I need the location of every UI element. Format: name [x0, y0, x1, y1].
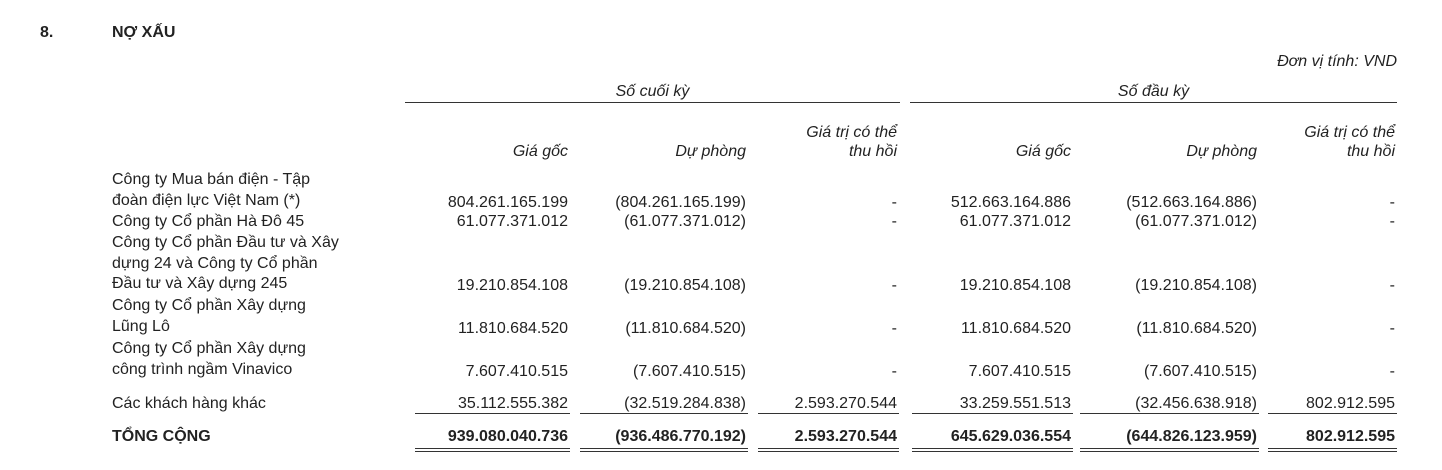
cell-value: 804.261.165.199 [447, 193, 568, 211]
cell-value: - [891, 193, 897, 211]
sum-underline [758, 413, 899, 414]
cell-value: 19.210.854.108 [959, 277, 1071, 294]
row-label: Đầu tư và Xây dựng 245 [112, 275, 288, 292]
cell-value: 19.210.854.108 [456, 277, 568, 294]
cell-value: - [891, 277, 897, 294]
row-label: Công ty Cổ phần Xây dựng [112, 340, 306, 357]
column-header: Dự phòng [675, 143, 746, 160]
cell-value: (32.456.638.918) [1135, 395, 1257, 412]
cell-value: - [1389, 193, 1395, 211]
cell-value: 802.912.595 [1306, 395, 1395, 412]
cell-value: (61.077.371.012) [1135, 213, 1257, 230]
total-underline [580, 448, 748, 449]
total-underline [758, 448, 899, 449]
cell-value: 7.607.410.515 [465, 362, 568, 380]
sum-underline [1080, 413, 1259, 414]
total-value: (644.826.123.959) [1126, 428, 1257, 445]
group-underline [405, 102, 900, 103]
column-header: Giá trị có thể [806, 124, 897, 141]
cell-value: - [891, 213, 897, 230]
unit-note: Đơn vị tính: VND [1277, 53, 1397, 70]
column-header: Giá gốc [512, 143, 568, 160]
cell-value: (61.077.371.012) [624, 213, 746, 230]
cell-value: - [891, 362, 897, 380]
cell-value: (11.810.684.520) [1136, 319, 1257, 337]
cell-value: 33.259.551.513 [959, 395, 1071, 412]
cell-value: 35.112.555.382 [457, 395, 568, 412]
column-header: Giá gốc [1015, 143, 1071, 160]
cell-value: 2.593.270.544 [794, 395, 897, 412]
cell-value: - [1389, 213, 1395, 230]
cell-value: (19.210.854.108) [624, 277, 746, 294]
column-header: Dự phòng [1186, 143, 1257, 160]
cell-value: (32.519.284.838) [624, 395, 746, 412]
group-underline [910, 102, 1397, 103]
total-underline [758, 451, 899, 452]
row-label: Công ty Cổ phần Hà Đô 45 [112, 213, 305, 230]
cell-value: - [891, 319, 897, 337]
total-underline [1080, 448, 1259, 449]
row-label: đoàn điện lực Việt Nam (*) [112, 191, 301, 209]
total-underline [912, 448, 1073, 449]
row-label: công trình ngầm Vinavico [112, 360, 293, 378]
cell-value: (512.663.164.886) [1126, 193, 1257, 211]
total-underline [415, 451, 570, 452]
cell-value: (7.607.410.515) [1144, 362, 1257, 380]
row-label: Công ty Cổ phần Xây dựng [112, 297, 306, 314]
total-underline [1268, 451, 1397, 452]
sum-underline [415, 413, 570, 414]
total-value: 939.080.040.736 [447, 428, 568, 445]
cell-value: (7.607.410.515) [633, 362, 746, 380]
sum-underline [580, 413, 748, 414]
row-label: dựng 24 và Công ty Cổ phần [112, 254, 318, 272]
cell-value: 11.810.684.520 [457, 319, 568, 337]
cell-value: 7.607.410.515 [968, 362, 1071, 380]
column-header: thu hồi [848, 143, 897, 160]
cell-value: - [1389, 319, 1395, 337]
cell-value: 61.077.371.012 [456, 213, 568, 230]
total-underline [580, 451, 748, 452]
total-underline [1268, 448, 1397, 449]
section-number: 8. [40, 24, 54, 41]
total-value: (936.486.770.192) [615, 428, 746, 445]
cell-value: (804.261.165.199) [615, 193, 746, 211]
cell-value: (11.810.684.520) [625, 319, 746, 337]
total-value: 2.593.270.544 [794, 428, 897, 445]
group-header: Số đầu kỳ [1117, 83, 1190, 100]
sum-underline [1268, 413, 1397, 414]
cell-value: (19.210.854.108) [1135, 277, 1257, 294]
column-header: thu hồi [1346, 143, 1395, 160]
total-underline [1080, 451, 1259, 452]
sum-underline [912, 413, 1073, 414]
cell-value: 61.077.371.012 [959, 213, 1071, 230]
cell-value: - [1389, 277, 1395, 294]
column-header: Giá trị có thể [1304, 124, 1395, 141]
group-header: Số cuối kỳ [615, 83, 690, 100]
row-label: Công ty Mua bán điện - Tập [112, 171, 311, 188]
row-label: Lũng Lô [112, 317, 170, 335]
cell-value: 11.810.684.520 [960, 319, 1071, 337]
total-underline [912, 451, 1073, 452]
cell-value: 512.663.164.886 [950, 193, 1071, 211]
row-label: Các khách hàng khác [112, 395, 266, 412]
total-label: TỔNG CỘNG [112, 428, 211, 445]
cell-value: - [1389, 362, 1395, 380]
total-underline [415, 448, 570, 449]
total-value: 802.912.595 [1306, 428, 1395, 445]
total-value: 645.629.036.554 [950, 428, 1071, 445]
row-label: Công ty Cổ phần Đầu tư và Xây [112, 234, 339, 251]
section-title: NỢ XẤU [112, 24, 176, 41]
